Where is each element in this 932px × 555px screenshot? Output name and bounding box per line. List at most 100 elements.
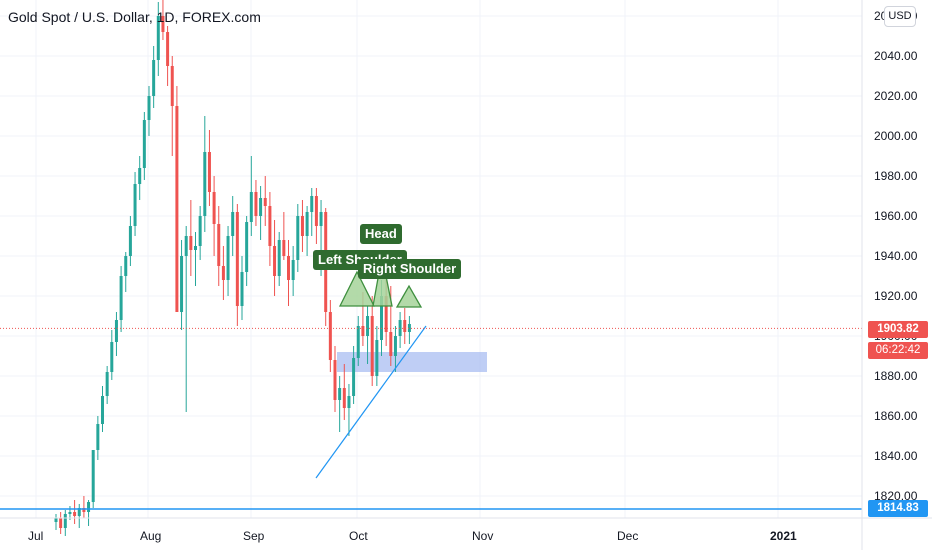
right-shoulder-triangle bbox=[395, 284, 423, 308]
y-tick-label: 2000.00 bbox=[874, 129, 918, 143]
candle-body bbox=[96, 424, 100, 450]
candle-body bbox=[142, 120, 146, 168]
candle-body bbox=[300, 216, 304, 236]
candle-body bbox=[389, 332, 393, 356]
candle-body bbox=[366, 316, 370, 336]
x-tick-label: Sep bbox=[243, 529, 265, 543]
x-tick-label: Dec bbox=[617, 529, 638, 543]
head-triangle bbox=[372, 255, 393, 307]
candle-body bbox=[319, 212, 323, 226]
x-tick-label: Oct bbox=[349, 529, 368, 543]
candle-body bbox=[277, 240, 281, 276]
candle-body bbox=[189, 236, 193, 250]
candle-body bbox=[226, 236, 230, 280]
last-price-label: 1903.82 bbox=[868, 321, 928, 338]
candle-body bbox=[54, 518, 58, 522]
candle-body bbox=[347, 396, 351, 408]
candle-body bbox=[356, 326, 360, 358]
candle-body bbox=[82, 508, 86, 512]
candle-body bbox=[291, 260, 295, 280]
candle-body bbox=[207, 152, 211, 192]
candle-body bbox=[138, 168, 142, 184]
candle-body bbox=[296, 216, 300, 260]
x-tick-label: 2021 bbox=[770, 529, 797, 543]
candle-body bbox=[114, 320, 118, 342]
candle-body bbox=[212, 192, 216, 224]
candle-body bbox=[342, 388, 346, 408]
candle-body bbox=[380, 296, 383, 340]
candle-body bbox=[370, 316, 374, 376]
candle-body bbox=[166, 32, 170, 66]
candle-body bbox=[403, 320, 407, 332]
candle-body bbox=[245, 222, 249, 272]
candle-body bbox=[161, 16, 165, 32]
bar-countdown-label: 06:22:42 bbox=[868, 342, 928, 359]
candle-body bbox=[361, 326, 365, 336]
candle-body bbox=[305, 212, 309, 236]
left-shoulder-triangle bbox=[338, 270, 376, 307]
candle-body bbox=[273, 246, 277, 276]
candle-body bbox=[119, 276, 123, 320]
candle-body bbox=[73, 512, 77, 516]
candle-body bbox=[184, 236, 188, 256]
candle-body bbox=[398, 320, 402, 336]
candle-body bbox=[254, 192, 258, 216]
right-shoulder-label[interactable]: Right Shoulder bbox=[358, 259, 462, 279]
candle-body bbox=[393, 336, 397, 356]
head-label[interactable]: Head bbox=[360, 224, 402, 244]
candle-body bbox=[180, 256, 184, 312]
candle-body bbox=[235, 212, 239, 306]
horizontal-level-label: 1814.83 bbox=[868, 500, 928, 517]
candle-body bbox=[175, 106, 179, 312]
candle-body bbox=[105, 372, 109, 396]
y-tick-label: 1920.00 bbox=[874, 289, 918, 303]
candle-body bbox=[203, 152, 207, 216]
candle-body bbox=[133, 184, 137, 226]
x-tick-label: Nov bbox=[472, 529, 493, 543]
candle-body bbox=[77, 508, 81, 516]
candle-body bbox=[263, 198, 267, 206]
x-tick-label: Aug bbox=[140, 529, 161, 543]
y-tick-label: 2040.00 bbox=[874, 49, 918, 63]
candle-body bbox=[259, 198, 263, 216]
candle-body bbox=[328, 312, 332, 360]
candle-body bbox=[152, 60, 156, 96]
y-tick-label: 1980.00 bbox=[874, 169, 918, 183]
candle-body bbox=[314, 196, 318, 226]
y-tick-label: 1940.00 bbox=[874, 249, 918, 263]
candle-body bbox=[59, 518, 63, 528]
y-tick-label: 1880.00 bbox=[874, 369, 918, 383]
candle-body bbox=[170, 66, 174, 106]
candle-body bbox=[407, 324, 411, 332]
currency-button[interactable]: USD bbox=[884, 6, 916, 27]
candle-body bbox=[231, 212, 235, 236]
candle-body bbox=[338, 388, 342, 400]
candle-body bbox=[101, 396, 104, 424]
y-tick-label: 1960.00 bbox=[874, 209, 918, 223]
candle-body bbox=[124, 256, 128, 276]
x-tick-label: Jul bbox=[28, 529, 43, 543]
candle-body bbox=[333, 360, 337, 400]
candle-body bbox=[110, 342, 114, 372]
demand-zone bbox=[337, 352, 487, 372]
candle-body bbox=[156, 16, 160, 60]
chart-title: Gold Spot / U.S. Dollar, 1D, FOREX.com bbox=[8, 9, 261, 25]
candle-body bbox=[198, 216, 202, 246]
candle-body bbox=[384, 296, 388, 332]
candle-body bbox=[87, 502, 91, 512]
candle-body bbox=[375, 340, 379, 376]
y-tick-label: 1860.00 bbox=[874, 409, 918, 423]
candle-body bbox=[147, 96, 151, 120]
candle-body bbox=[282, 240, 286, 256]
candle-body bbox=[287, 256, 290, 280]
candle-body bbox=[240, 272, 244, 306]
trendline bbox=[315, 325, 427, 479]
y-tick-label: 1820.00 bbox=[874, 489, 918, 503]
candle-body bbox=[221, 266, 225, 280]
candle-body bbox=[194, 246, 197, 250]
y-tick-label: 1840.00 bbox=[874, 449, 918, 463]
candle-body bbox=[128, 226, 132, 256]
candle-body bbox=[63, 514, 67, 528]
